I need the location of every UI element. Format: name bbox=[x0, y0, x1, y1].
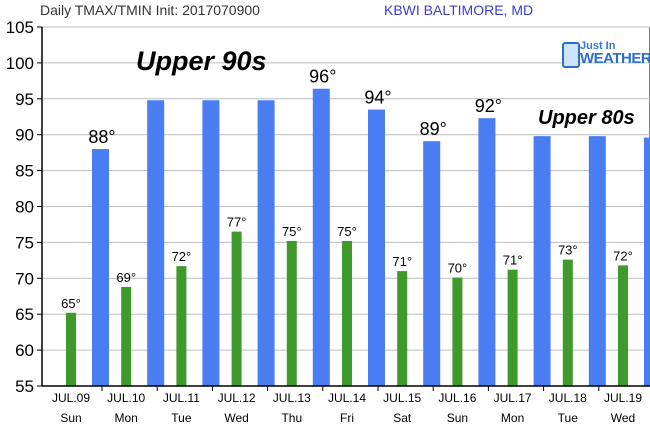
tmax-bar bbox=[478, 118, 496, 386]
logo-line2: WEATHER bbox=[580, 50, 650, 67]
x-date-label: JUL.11 bbox=[163, 391, 200, 405]
tmax-label: 94° bbox=[364, 88, 391, 108]
x-date-label: JUL.15 bbox=[383, 391, 421, 405]
tmin-label: 71° bbox=[503, 253, 523, 268]
x-day-label: Tue bbox=[558, 411, 579, 425]
tmin-label: 70° bbox=[448, 261, 468, 276]
tmax-label: 89° bbox=[420, 119, 447, 139]
station-label: KBWI BALTIMORE, MD bbox=[384, 2, 534, 18]
tmin-bar bbox=[397, 271, 408, 386]
y-tick-label: 100 bbox=[6, 54, 34, 73]
tmin-label: 72° bbox=[172, 249, 192, 264]
y-tick-label: 60 bbox=[15, 341, 34, 360]
x-date-label: JUL.17 bbox=[494, 391, 532, 405]
tmax-bar bbox=[423, 141, 441, 386]
tmin-bar bbox=[66, 312, 76, 386]
tmin-label: 71° bbox=[392, 254, 412, 269]
x-date-label: JUL.19 bbox=[604, 391, 642, 405]
tmax-label: 92° bbox=[475, 96, 502, 116]
tmax-label: 96° bbox=[309, 67, 336, 87]
x-day-label: Sun bbox=[447, 411, 468, 425]
x-date-label: JUL.16 bbox=[438, 391, 476, 405]
tmin-bar bbox=[507, 269, 518, 386]
y-tick-label: 80 bbox=[15, 198, 34, 217]
y-tick-label: 95 bbox=[15, 90, 34, 109]
tmin-bar bbox=[176, 266, 187, 386]
x-date-label: JUL.13 bbox=[273, 391, 311, 405]
tmax-bar bbox=[368, 109, 385, 386]
tmax-bar bbox=[588, 136, 606, 386]
tmin-bar bbox=[618, 265, 628, 386]
tmin-label: 72° bbox=[613, 248, 633, 263]
tmin-bar bbox=[286, 240, 297, 386]
phone-icon bbox=[562, 42, 580, 68]
tmin-label: 77° bbox=[227, 215, 247, 230]
x-date-label: JUL.14 bbox=[328, 391, 366, 405]
tmax-bar bbox=[92, 149, 109, 386]
x-date-label: JUL.18 bbox=[549, 391, 587, 405]
y-tick-label: 85 bbox=[15, 162, 34, 181]
x-day-label: Mon bbox=[501, 411, 524, 425]
tmax-bar bbox=[533, 136, 551, 386]
tmin-label: 73° bbox=[558, 243, 578, 258]
tmin-label: 75° bbox=[337, 224, 357, 239]
tmin-label: 75° bbox=[282, 224, 302, 239]
x-day-label: Mon bbox=[115, 411, 138, 425]
tmax-bar bbox=[202, 100, 220, 387]
tmax-label: 88° bbox=[88, 127, 115, 147]
tmax-bar bbox=[312, 88, 330, 387]
x-date-label: JUL.10 bbox=[107, 391, 145, 405]
y-tick-label: 75 bbox=[15, 233, 34, 252]
tmin-bar bbox=[121, 286, 132, 386]
x-day-label: Fri bbox=[340, 411, 354, 425]
tmin-label: 65° bbox=[61, 296, 81, 311]
tmax-bar bbox=[147, 100, 165, 387]
y-tick-label: 70 bbox=[15, 269, 34, 288]
x-date-label: JUL.12 bbox=[218, 391, 256, 405]
x-day-label: Wed bbox=[224, 411, 248, 425]
logo-line1: Just In bbox=[580, 40, 616, 52]
x-day-label: Thu bbox=[281, 411, 302, 425]
tmin-bar bbox=[231, 231, 242, 386]
x-day-label: Tue bbox=[171, 411, 192, 425]
tmin-bar bbox=[452, 277, 463, 386]
just-in-weather-logo: Just In WEATHER bbox=[558, 40, 650, 70]
y-tick-label: 90 bbox=[15, 126, 34, 145]
y-tick-label: 65 bbox=[15, 305, 34, 324]
x-day-label: Wed bbox=[611, 411, 635, 425]
annotation-upper-90s: Upper 90s bbox=[136, 46, 267, 76]
annotation-upper-80s: Upper 80s bbox=[538, 107, 635, 129]
tmin-bar bbox=[342, 240, 352, 386]
y-tick-label: 55 bbox=[15, 377, 34, 396]
x-day-label: Sun bbox=[60, 411, 81, 425]
tmin-bar bbox=[562, 259, 573, 386]
chart-title: Daily TMAX/TMIN Init: 2017070900 bbox=[40, 2, 260, 18]
y-tick-label: 105 bbox=[6, 18, 34, 37]
tmax-bar bbox=[257, 100, 275, 387]
x-day-label: Sat bbox=[393, 411, 412, 425]
tmax-bar bbox=[644, 137, 650, 386]
tmin-label: 69° bbox=[116, 270, 136, 285]
x-date-label: JUL.09 bbox=[52, 391, 90, 405]
